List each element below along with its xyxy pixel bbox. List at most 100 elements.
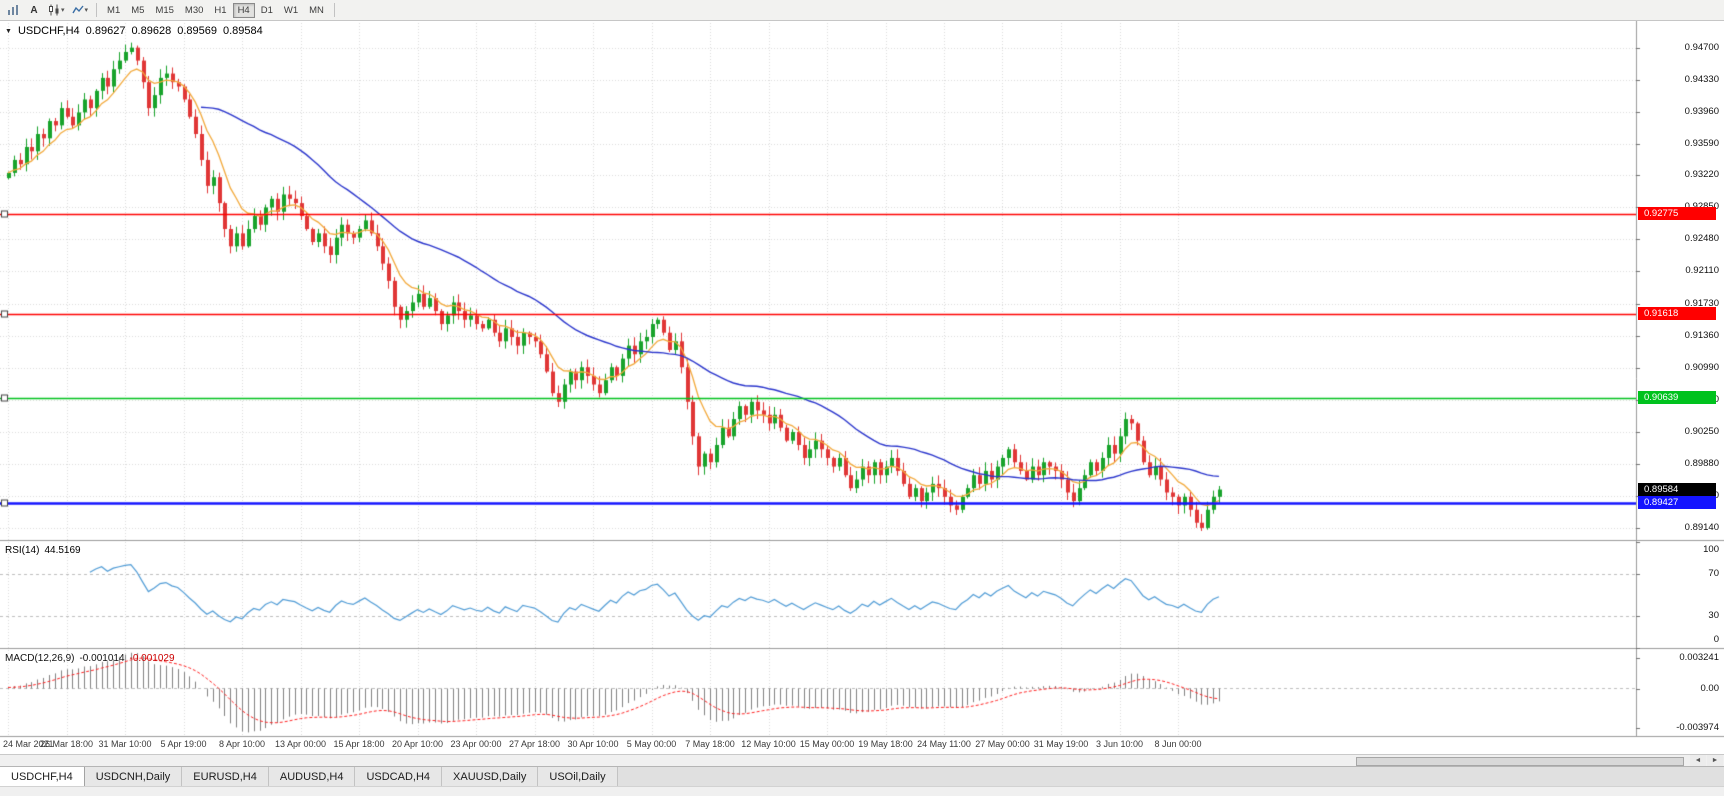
date-axis-label: 7 May 18:00 bbox=[685, 739, 735, 749]
chart-toolbar: A ▾ ▾ M1 M5 M15 M30 H1 H4 D1 W1 MN bbox=[0, 0, 1724, 21]
timeframe-button-h1[interactable]: H1 bbox=[209, 3, 231, 18]
chart-tab[interactable]: EURUSD,H4 bbox=[182, 767, 269, 787]
date-axis-label: 12 May 10:00 bbox=[741, 739, 796, 749]
scroll-left-button[interactable]: ◄ bbox=[1690, 755, 1706, 766]
letter-a-icon: A bbox=[30, 4, 38, 16]
price-axis-label: 0.90250 bbox=[1684, 426, 1719, 438]
chart-symbol: USDCHF,H4 bbox=[17, 25, 80, 37]
chart-tab[interactable]: USDCHF,H4 bbox=[0, 767, 85, 787]
macd-name: MACD(12,26,9) bbox=[5, 653, 75, 664]
chart-canvas[interactable] bbox=[0, 0, 1724, 755]
cursor-text-button[interactable]: A bbox=[24, 2, 44, 19]
date-axis-label: 23 Apr 00:00 bbox=[450, 739, 502, 749]
horizontal-scrollbar: ◄ ► bbox=[0, 754, 1724, 767]
rsi-name: RSI(14) bbox=[5, 545, 40, 556]
time-scale[interactable]: 24 Mar 2021 26 Mar 18:00 31 Mar 10:00 5 Apr… bbox=[0, 738, 1636, 754]
price-scale[interactable]: 0.947000.943300.939600.935900.932200.928… bbox=[1637, 0, 1724, 754]
date-axis-label: 3 Jun 10:00 bbox=[1095, 739, 1144, 749]
chart-marker-icon: ▼ bbox=[5, 27, 12, 35]
macd-signal-value: -0.001029 bbox=[129, 653, 175, 664]
price-axis-label: 0.94330 bbox=[1684, 73, 1719, 85]
date-axis-label: 24 Mar 2021 bbox=[3, 739, 54, 749]
date-axis-label: 27 May 00:00 bbox=[975, 739, 1030, 749]
price-tag: 0.91618 bbox=[1638, 306, 1716, 320]
macd-indicator-label: MACD(12,26,9) -0.001014 -0.001029 bbox=[5, 653, 175, 664]
date-axis-label: 13 Apr 00:00 bbox=[274, 739, 327, 749]
price-axis-label: 0.93960 bbox=[1684, 105, 1719, 117]
date-axis-label: 15 May 00:00 bbox=[799, 739, 855, 749]
chart-tab[interactable]: USOil,Daily bbox=[538, 767, 618, 787]
ohlc-low: 0.89569 bbox=[177, 25, 217, 37]
chevron-down-icon: ▾ bbox=[61, 6, 65, 14]
price-axis-label: 0.92110 bbox=[1685, 265, 1719, 277]
timeframe-button-m30[interactable]: M30 bbox=[180, 3, 208, 18]
scroll-right-button[interactable]: ► bbox=[1707, 755, 1723, 766]
price-axis-label: 0.89140 bbox=[1684, 521, 1719, 533]
chart-tab[interactable]: USDCNH,Daily bbox=[84, 767, 183, 787]
chart-tab[interactable]: XAUUSD,Daily bbox=[442, 767, 539, 787]
rsi-value: 44.5169 bbox=[44, 545, 81, 556]
price-axis-label: 0.91730 bbox=[1684, 298, 1719, 310]
rsi-axis-label: 100 bbox=[1703, 544, 1719, 555]
date-axis-label: 31 May 19:00 bbox=[1033, 739, 1089, 749]
price-axis-label: 0.89880 bbox=[1684, 457, 1719, 469]
timeframe-button-m15[interactable]: M15 bbox=[150, 3, 178, 18]
date-axis-label: 26 Mar 18:00 bbox=[39, 739, 94, 749]
timeframe-button-m5[interactable]: M5 bbox=[126, 3, 149, 18]
date-axis-label: 20 Apr 10:00 bbox=[391, 739, 444, 749]
candlestick-icon bbox=[49, 4, 59, 16]
price-tag: 0.92775 bbox=[1638, 206, 1716, 220]
rsi-axis-label: 0 bbox=[1713, 634, 1719, 645]
date-axis-label: 8 Jun 00:00 bbox=[1154, 739, 1202, 749]
price-axis-label: 0.93220 bbox=[1684, 169, 1719, 181]
h-scrollbar-thumb[interactable] bbox=[1356, 757, 1684, 766]
status-strip bbox=[0, 786, 1724, 796]
chart-tab[interactable]: USDCAD,H4 bbox=[355, 767, 443, 787]
bar-chart-icon bbox=[8, 5, 18, 15]
date-axis-label: 15 Apr 18:00 bbox=[333, 739, 385, 749]
date-axis-label: 8 Apr 10:00 bbox=[218, 739, 266, 749]
ohlc-high: 0.89628 bbox=[131, 25, 172, 37]
chevron-down-icon: ▾ bbox=[84, 6, 89, 14]
bar-chart-button[interactable] bbox=[3, 2, 23, 19]
macd-axis-label: 0.00 bbox=[1700, 682, 1720, 694]
rsi-axis-label: 70 bbox=[1708, 567, 1719, 579]
date-axis-label: 31 Mar 10:00 bbox=[98, 739, 152, 749]
macd-axis-label: -0.003974 bbox=[1676, 722, 1719, 733]
price-tag: 0.89427 bbox=[1638, 496, 1716, 510]
price-tag: 0.90639 bbox=[1638, 391, 1716, 405]
rsi-indicator-label: RSI(14) 44.5169 bbox=[5, 545, 81, 556]
date-axis-label: 5 Apr 19:00 bbox=[160, 739, 207, 749]
toolbar-separator bbox=[333, 3, 335, 17]
date-axis-label: 27 Apr 18:00 bbox=[508, 739, 561, 749]
price-tag: 0.89584 bbox=[1638, 482, 1716, 496]
line-chart-button[interactable]: ▾ bbox=[69, 2, 92, 19]
macd-value: -0.001014 bbox=[79, 653, 125, 664]
timeframe-button-m1[interactable]: M1 bbox=[102, 3, 125, 18]
timeframe-button-mn[interactable]: MN bbox=[304, 3, 329, 18]
timeframe-button-w1[interactable]: W1 bbox=[279, 3, 303, 18]
line-chart-icon bbox=[71, 5, 84, 14]
timeframe-button-d1[interactable]: D1 bbox=[256, 3, 278, 18]
price-axis-label: 0.92480 bbox=[1684, 233, 1719, 245]
timeframe-group: M1 M5 M15 M30 H1 H4 D1 W1 MN bbox=[102, 2, 329, 18]
date-axis-label: 30 Apr 10:00 bbox=[567, 739, 619, 749]
date-axis-label: 24 May 11:00 bbox=[917, 739, 971, 749]
price-axis-label: 0.91360 bbox=[1684, 330, 1719, 342]
timeframe-button-h4[interactable]: H4 bbox=[232, 2, 255, 18]
chart-tab[interactable]: AUDUSD,H4 bbox=[268, 767, 356, 787]
ohlc-close: 0.89584 bbox=[222, 25, 263, 37]
chart-title: ▼ USDCHF,H4 0.89627 0.89628 0.89569 0.89… bbox=[5, 25, 263, 37]
macd-axis-label: 0.003241 bbox=[1679, 652, 1719, 663]
toolbar-separator bbox=[96, 3, 98, 17]
price-axis-label: 0.94700 bbox=[1684, 41, 1719, 53]
rsi-axis-label: 30 bbox=[1708, 610, 1719, 622]
price-axis-label: 0.93590 bbox=[1684, 137, 1719, 149]
date-axis-label: 5 May 00:00 bbox=[626, 739, 677, 749]
candlestick-chart-button[interactable]: ▾ bbox=[45, 2, 68, 19]
price-axis-label: 0.90990 bbox=[1684, 362, 1719, 374]
chart-tab-bar: USDCHF,H4 USDCNH,Daily EURUSD,H4 AUDUSD,H4 U… bbox=[0, 766, 1724, 787]
date-axis-label: 19 May 18:00 bbox=[858, 739, 913, 749]
ohlc-open: 0.89627 bbox=[85, 25, 126, 37]
